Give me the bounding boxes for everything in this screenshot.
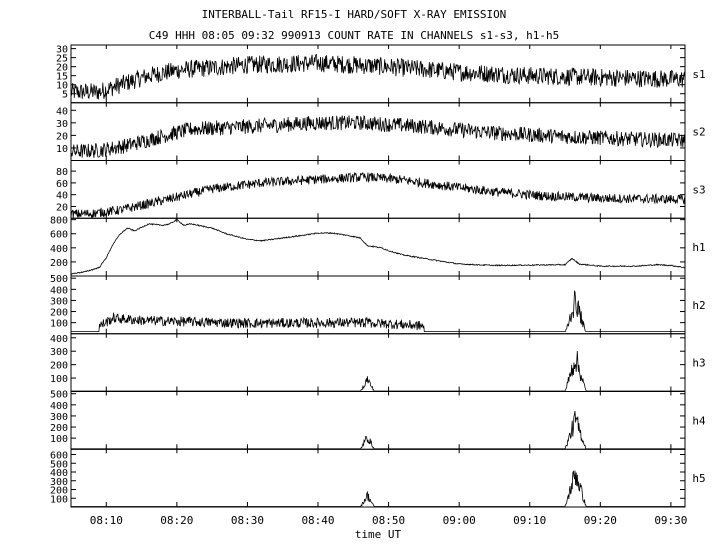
chart-subtitle: C49 HHH 08:05 09:32 990913 COUNT RATE IN… [149, 29, 560, 42]
y-tick-label: 10 [56, 144, 68, 155]
y-tick-label: 60 [56, 179, 68, 190]
y-tick-label: 400 [50, 468, 68, 479]
x-tick-label: 09:30 [654, 514, 687, 527]
panels: 51015202530s110203040s220406080s32004006… [50, 44, 706, 508]
y-tick-label: 300 [50, 477, 68, 488]
x-tick-label: 08:30 [231, 514, 264, 527]
y-tick-label: 600 [50, 230, 68, 241]
y-tick-label: 100 [50, 494, 68, 505]
y-tick-label: 200 [50, 258, 68, 269]
y-tick-label: 500 [50, 459, 68, 470]
y-tick-label: 300 [50, 296, 68, 307]
x-axis-label: time UT [355, 528, 402, 541]
panel-label-s3: s3 [692, 183, 705, 196]
y-tick-label: 25 [56, 54, 68, 65]
panel-frame [70, 391, 686, 450]
series-s2 [70, 115, 686, 159]
x-axis: 08:10 08:20 08:30 08:40 08:50 09:00 09:10 09:20… [90, 514, 688, 527]
y-tick-label: 500 [50, 390, 68, 401]
y-tick-label: 30 [56, 119, 68, 130]
panel-h1: 200 400 600 800 h1 [50, 216, 706, 277]
panel-label-h1: h1 [692, 241, 705, 254]
x-tick-label: 08:40 [301, 514, 334, 527]
series-h4 [71, 410, 685, 450]
panel-h3: 100 200 300 400 h3 [50, 333, 706, 392]
y-tick-label: 20 [56, 63, 68, 74]
y-tick-label: 800 [50, 216, 68, 227]
y-tick-label: 300 [50, 412, 68, 423]
y-tick-label: 400 [50, 285, 68, 296]
panel-frame [70, 160, 686, 219]
y-tick-label: 20 [56, 202, 68, 213]
series-h3 [71, 350, 685, 392]
series-h1 [70, 218, 686, 275]
x-tick-label: 09:10 [513, 514, 546, 527]
x-tick-label: 09:00 [443, 514, 476, 527]
y-tick-label: 200 [50, 361, 68, 372]
panel-frame [70, 448, 686, 508]
chart-title: INTERBALL-Tail RF15-I HARD/SOFT X-RAY EM… [202, 8, 507, 21]
panel-label-h2: h2 [692, 299, 705, 312]
y-tick-label: 200 [50, 308, 68, 319]
series-h2 [71, 290, 685, 332]
y-tick-label: 20 [56, 131, 68, 142]
x-tick-label: 08:20 [160, 514, 193, 527]
x-tick-label: 09:20 [584, 514, 617, 527]
series-s3 [70, 171, 686, 219]
panel-label-h3: h3 [692, 357, 705, 370]
y-tick-label: 30 [56, 45, 68, 56]
panel-frame [70, 102, 686, 161]
panel-label-h4: h4 [692, 414, 706, 427]
x-tick-label: 08:50 [372, 514, 405, 527]
y-tick-label: 80 [56, 167, 68, 178]
y-tick-label: 10 [56, 81, 68, 92]
y-tick-label: 100 [50, 319, 68, 330]
y-tick-label: 200 [50, 423, 68, 434]
panel-label-s1: s1 [692, 68, 705, 81]
y-tick-label: 200 [50, 486, 68, 497]
y-tick-label: 400 [50, 334, 68, 345]
panel-label-h5: h5 [692, 472, 705, 485]
y-tick-label: 600 [50, 451, 68, 462]
y-tick-label: 100 [50, 374, 68, 385]
panel-label-s2: s2 [692, 126, 705, 139]
series-h5 [71, 470, 685, 507]
y-tick-label: 400 [50, 401, 68, 412]
x-tick-label: 08:10 [90, 514, 123, 527]
y-tick-label: 5 [62, 90, 68, 101]
y-tick-label: 400 [50, 244, 68, 255]
panel-frame [70, 217, 686, 277]
series-s1 [70, 54, 686, 100]
y-tick-label: 100 [50, 434, 68, 445]
y-tick-label: 40 [56, 106, 68, 117]
y-tick-label: 15 [56, 72, 68, 83]
y-tick-label: 40 [56, 191, 68, 202]
y-tick-label: 300 [50, 347, 68, 358]
y-tick-label: 500 [50, 274, 68, 285]
panel-frame [70, 333, 686, 392]
